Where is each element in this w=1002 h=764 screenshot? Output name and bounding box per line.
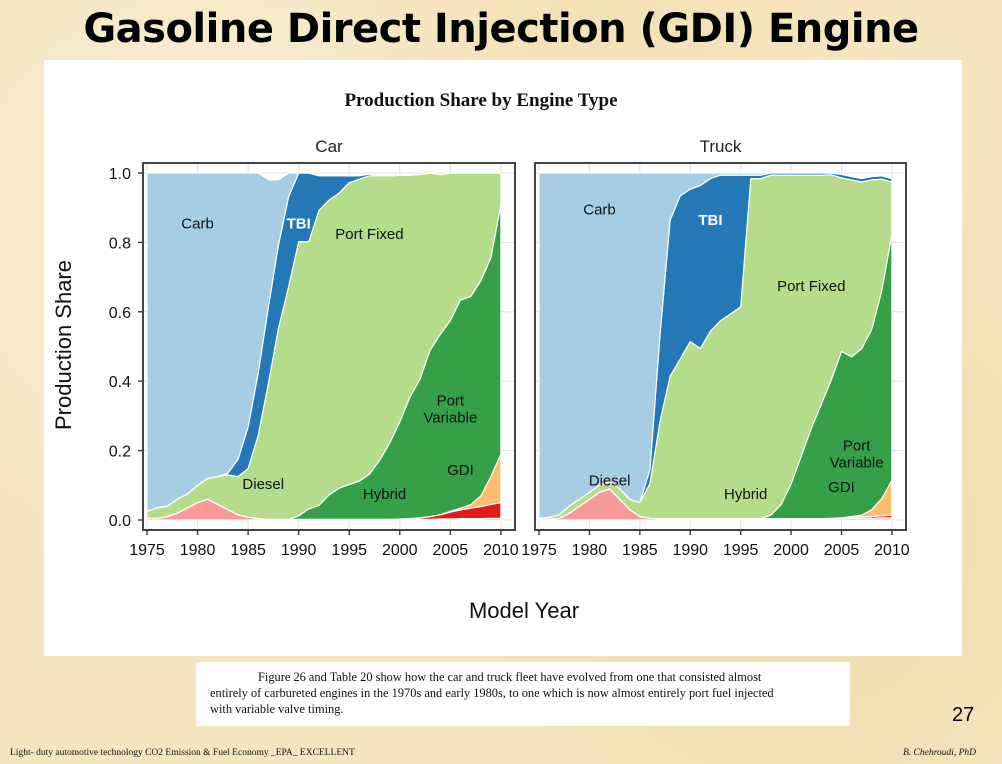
area-label-port-variable: Port Variable — [423, 392, 477, 426]
area-label-line: Port — [843, 438, 871, 455]
area-label-port-fixed: Port Fixed — [335, 226, 403, 243]
footer-source: Light- duty automotive technology CO2 Em… — [10, 748, 355, 758]
area-label-port-variable: Port Variable — [830, 438, 884, 472]
panel-border — [142, 162, 516, 531]
area-label-line: Variable — [423, 409, 477, 426]
panel-border — [534, 162, 907, 531]
chart-title: Production Share by Engine Type — [344, 90, 617, 111]
area-label-hybrid: Hybrid — [363, 486, 406, 503]
x-tick-label: 1995 — [331, 542, 367, 559]
area-label-carb: Carb — [583, 202, 616, 219]
x-tick-label: 1995 — [723, 542, 759, 559]
area-label-line: Port Fixed — [335, 226, 403, 243]
x-tick-label: 1985 — [230, 542, 266, 559]
y-tick-label: 0.6 — [109, 305, 131, 322]
area-label-line: Port Fixed — [777, 278, 845, 295]
y-tick-label: 0.0 — [109, 513, 131, 530]
x-axis-title: Model Year — [469, 598, 579, 623]
area-label-line: GDI — [447, 462, 474, 479]
x-tick-label: 1990 — [672, 542, 708, 559]
figure-caption: Figure 26 and Table 20 show how the car … — [196, 662, 850, 726]
y-axis-title: Production Share — [51, 260, 76, 430]
area-label-diesel: Diesel — [242, 476, 284, 493]
x-tick-label: 2005 — [824, 542, 860, 559]
x-tick-label: 1985 — [622, 542, 658, 559]
x-tick-label: 2000 — [382, 542, 418, 559]
panel-strip-label: Truck — [700, 137, 742, 156]
area-label-line: GDI — [828, 479, 855, 496]
x-tick-label: 2010 — [874, 542, 910, 559]
panel-car: Car 1975 1980 1985 1990 1995 2000 2005 2010 0.0 0.… — [109, 137, 519, 559]
caption-line: entirely of carbureted engines in the 19… — [210, 686, 774, 700]
area-label-line: TBI — [287, 216, 311, 233]
area-label-line: Hybrid — [363, 486, 406, 503]
area-label-hybrid: Hybrid — [724, 486, 767, 503]
area-label-diesel: Diesel — [589, 472, 631, 489]
y-tick-label: 0.2 — [109, 444, 131, 461]
area-label-line: Carb — [583, 202, 616, 219]
area-label-line: Diesel — [242, 476, 284, 493]
area-label-port-fixed: Port Fixed — [777, 278, 845, 295]
area-label-tbi: TBI — [287, 216, 311, 233]
area-label-carb: Carb — [181, 216, 214, 233]
area-label-line: Carb — [181, 216, 214, 233]
x-tick-label: 1975 — [521, 542, 557, 559]
page-number: 27 — [952, 704, 975, 726]
area-label-line: Diesel — [589, 472, 631, 489]
area-carb — [538, 172, 893, 519]
x-tick-label: 2000 — [773, 542, 809, 559]
area-label-gdi: GDI — [447, 462, 474, 479]
x-tick-label: 1980 — [180, 542, 216, 559]
area-label-gdi: GDI — [828, 479, 855, 496]
area-carb — [146, 172, 502, 512]
x-tick-label: 1980 — [572, 542, 608, 559]
x-tick-label: 1990 — [281, 542, 317, 559]
area-label-line: TBI — [698, 212, 722, 229]
figure-panel: Production Share by Engine Type Car 1975 19… — [44, 60, 962, 656]
caption-line: Figure 26 and Table 20 show how the car … — [258, 670, 762, 684]
slide-title: Gasoline Direct Injection (GDI) Engine — [83, 6, 919, 52]
x-tick-label: 2005 — [433, 542, 469, 559]
x-tick-label: 1975 — [129, 542, 165, 559]
y-tick-label: 0.4 — [109, 374, 131, 391]
y-tick-label: 0.8 — [109, 235, 131, 252]
caption-line: with variable valve timing. — [210, 702, 344, 716]
y-tick-label: 1.0 — [109, 166, 131, 183]
panel-truck: Truck 1975 1980 1985 1990 1995 2000 2005 2010 Car… — [521, 137, 910, 559]
area-label-line: Variable — [830, 455, 884, 472]
panel-strip-label: Car — [315, 137, 343, 156]
area-label-line: Port — [437, 392, 465, 409]
production-share-chart: Production Share by Engine Type Car 1975 19… — [51, 90, 910, 623]
footer-author: B. Chehroudi, PhD — [902, 748, 976, 758]
area-label-tbi: TBI — [698, 212, 722, 229]
area-label-line: Hybrid — [724, 486, 767, 503]
x-tick-label: 2010 — [483, 542, 519, 559]
